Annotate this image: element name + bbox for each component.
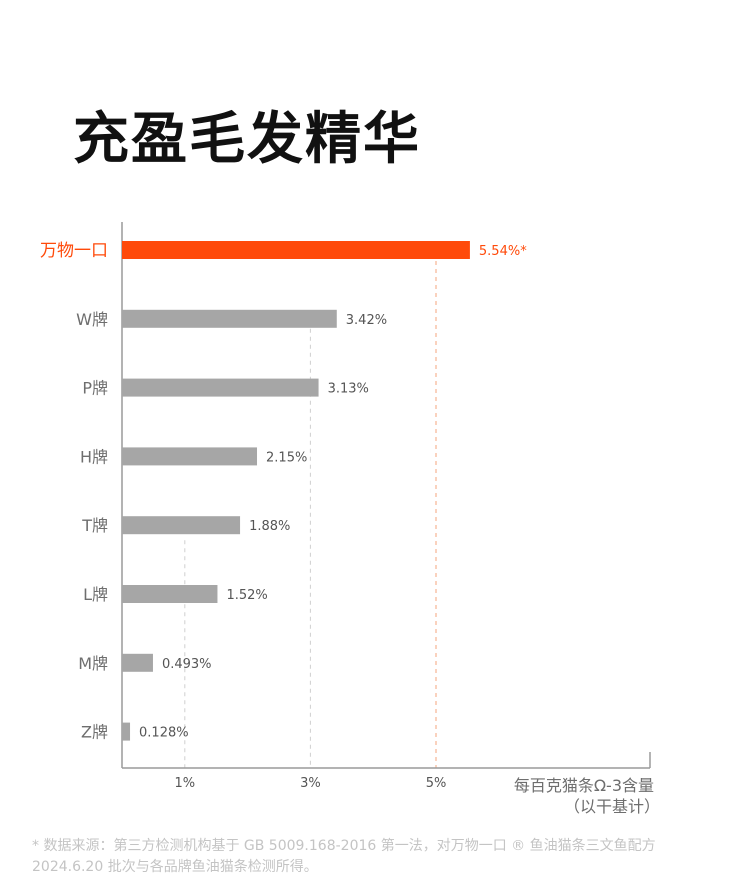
x-tick-label: 3% xyxy=(300,776,321,791)
bar xyxy=(122,241,470,259)
value-label: 1.88% xyxy=(249,519,290,534)
value-label: 5.54%* xyxy=(479,244,527,259)
x-tick-label: 1% xyxy=(174,776,195,791)
bar xyxy=(122,309,337,328)
x-tick-label: 5% xyxy=(426,776,447,791)
category-label: 万物一口 xyxy=(40,241,108,261)
bar xyxy=(122,378,319,397)
footnote-source: * 数据来源：第三方检测机构基于 GB 5009.168-2016 第一法，对万… xyxy=(32,838,656,875)
category-label: L牌 xyxy=(83,585,108,604)
category-label: M牌 xyxy=(78,654,108,673)
category-label: T牌 xyxy=(81,516,108,535)
value-label: 0.493% xyxy=(162,657,212,672)
category-label: Z牌 xyxy=(81,723,108,742)
bar xyxy=(122,585,218,603)
bar xyxy=(122,447,258,466)
value-label: 1.52% xyxy=(226,588,267,603)
bar xyxy=(122,516,241,535)
value-label: 3.42% xyxy=(346,313,387,328)
bar xyxy=(122,722,131,741)
value-label: 2.15% xyxy=(266,450,307,465)
x-axis-label: 每百克猫条Ω-3含量 xyxy=(514,776,654,795)
category-label: H牌 xyxy=(80,447,108,466)
category-label: P牌 xyxy=(82,379,108,398)
x-axis-label-note: （以干基计） xyxy=(564,797,660,816)
bar xyxy=(122,653,153,672)
category-label: W牌 xyxy=(76,310,108,329)
bar-chart: 万物一口 5.54%* W牌 3.42% P牌 3.13% H牌 2.15% T牌 1.88% L牌… xyxy=(40,222,660,816)
chart-title: 充盈毛发精华 xyxy=(73,107,421,172)
value-label: 3.13% xyxy=(328,382,369,397)
value-label: 0.128% xyxy=(139,726,189,741)
